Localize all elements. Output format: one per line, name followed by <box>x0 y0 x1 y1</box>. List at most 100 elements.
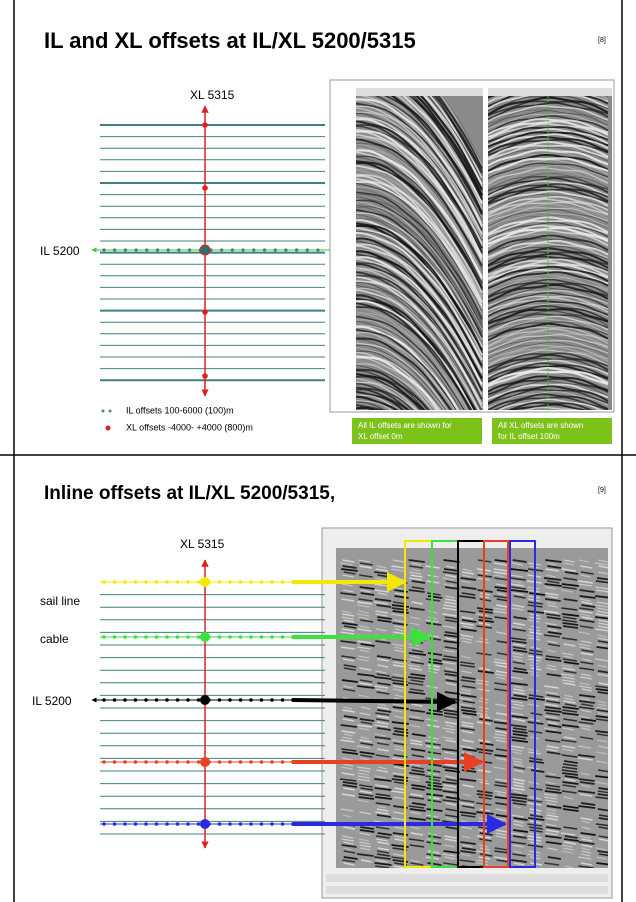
seismic-trace <box>356 390 405 410</box>
seismic-trace <box>488 170 609 187</box>
seismic-trace <box>359 811 371 815</box>
seismic-trace <box>356 357 437 410</box>
il-dot <box>252 248 256 252</box>
seismic-trace <box>595 847 607 851</box>
seismic-trace <box>359 682 372 686</box>
seismic-trace <box>494 733 507 737</box>
seismic-trace <box>512 853 526 857</box>
row-dot <box>228 822 232 826</box>
seismic-trace <box>359 574 373 578</box>
seismic-trace <box>342 751 359 755</box>
row-dot <box>133 760 138 764</box>
seismic-trace <box>562 709 578 713</box>
seismic-trace <box>356 129 483 258</box>
seismic-trace <box>488 221 609 240</box>
seismic-trace <box>543 727 557 731</box>
seismic-trace <box>512 781 525 785</box>
seismic-trace <box>546 694 561 698</box>
seismic-trace <box>440 96 483 166</box>
seismic-trace <box>488 41 608 58</box>
seismic-trace <box>510 577 526 581</box>
seismic-trace <box>411 703 423 707</box>
seismic-trace <box>543 610 559 614</box>
seismic-trace <box>428 835 442 839</box>
seismic-trace <box>579 682 591 686</box>
seismic-trace <box>488 274 609 292</box>
seismic-trace <box>391 817 405 821</box>
seismic-trace <box>374 736 391 740</box>
seismic-trace <box>359 847 371 851</box>
seismic-trace <box>511 715 528 719</box>
seismic-trace <box>527 703 540 707</box>
seismic-trace <box>375 568 389 572</box>
seismic-trace <box>488 265 609 285</box>
caption-box <box>352 418 482 444</box>
seismic-trace <box>547 625 562 629</box>
seismic-trace <box>341 568 358 572</box>
seismic-trace <box>597 790 608 794</box>
seismic-trace <box>547 772 557 776</box>
seismic-trace <box>356 205 483 333</box>
seismic-trace <box>442 658 459 662</box>
seismic-trace <box>359 565 373 569</box>
seismic-trace <box>562 748 574 752</box>
row-dot <box>102 822 106 826</box>
seismic-trace <box>562 676 575 680</box>
seismic-trace <box>488 35 608 52</box>
row-dot <box>123 635 127 639</box>
seismic-trace <box>375 754 390 758</box>
seismic-trace <box>460 799 475 803</box>
seismic-trace <box>342 559 355 563</box>
row-dot <box>175 760 180 764</box>
seismic-trace <box>563 838 579 842</box>
seismic-trace <box>495 664 508 668</box>
seismic-trace <box>390 96 483 214</box>
seismic-trace <box>359 784 373 788</box>
seismic-trace <box>410 739 423 743</box>
seismic-trace <box>488 113 609 130</box>
center-dot <box>200 577 210 587</box>
seismic-trace <box>545 613 561 617</box>
seismic-trace <box>488 242 609 261</box>
seismic-trace <box>564 694 574 698</box>
seismic-trace <box>343 763 354 767</box>
row-dot <box>175 698 180 702</box>
seismic-trace <box>356 293 477 410</box>
row-dot <box>270 635 274 639</box>
seismic-trace <box>341 730 356 734</box>
seismic-trace <box>545 568 560 572</box>
seismic-trace <box>580 571 594 575</box>
seismic-trace <box>343 625 357 629</box>
seismic-trace <box>356 324 461 410</box>
seismic-trace <box>545 730 562 734</box>
seismic-trace <box>579 598 591 602</box>
seismic-trace <box>375 826 390 830</box>
row-dot <box>228 760 232 764</box>
seismic-trace <box>510 712 524 716</box>
row-dot <box>165 635 169 639</box>
row-dot <box>133 580 138 584</box>
seismic-trace <box>510 832 524 836</box>
seismic-trace <box>493 856 508 860</box>
seismic-trace <box>512 592 525 596</box>
seismic-trace <box>488 39 608 53</box>
seismic-trace <box>343 664 357 668</box>
seismic-trace <box>561 724 579 728</box>
seismic-trace <box>356 350 443 410</box>
seismic-trace <box>561 772 579 776</box>
seismic-trace <box>598 853 608 857</box>
row-dot <box>259 580 264 584</box>
seismic-trace <box>460 706 476 710</box>
seismic-trace <box>359 712 371 716</box>
seismic-trace <box>444 646 459 650</box>
seismic-trace <box>390 790 406 794</box>
seismic-trace <box>391 709 403 713</box>
seismic-trace <box>340 739 355 743</box>
il-dot <box>188 248 192 252</box>
seismic-trace <box>360 589 371 593</box>
legend-marker <box>101 409 105 413</box>
seismic-trace <box>578 745 592 749</box>
seismic-trace <box>493 571 509 575</box>
seismic-trace <box>596 751 608 755</box>
seismic-trace <box>392 631 406 635</box>
